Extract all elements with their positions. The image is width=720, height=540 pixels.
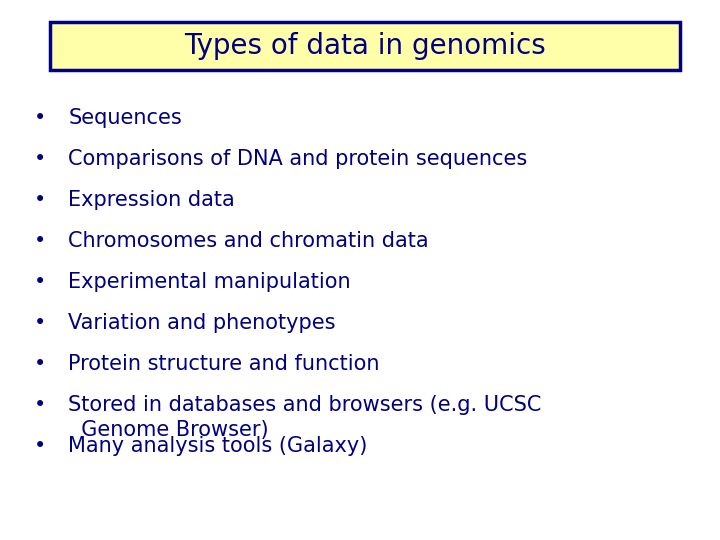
Text: •: • [33, 108, 46, 128]
Text: Variation and phenotypes: Variation and phenotypes [68, 313, 336, 333]
Text: •: • [33, 395, 46, 415]
Text: •: • [33, 272, 46, 292]
Text: Stored in databases and browsers (e.g. UCSC
  Genome Browser): Stored in databases and browsers (e.g. U… [68, 395, 541, 440]
Text: •: • [33, 231, 46, 251]
Text: Experimental manipulation: Experimental manipulation [68, 272, 351, 292]
Text: Comparisons of DNA and protein sequences: Comparisons of DNA and protein sequences [68, 149, 528, 169]
Text: •: • [33, 354, 46, 374]
Text: Many analysis tools (Galaxy): Many analysis tools (Galaxy) [68, 436, 368, 456]
Text: Chromosomes and chromatin data: Chromosomes and chromatin data [68, 231, 429, 251]
Text: •: • [33, 313, 46, 333]
Text: •: • [33, 436, 46, 456]
Text: Expression data: Expression data [68, 190, 235, 210]
Text: Sequences: Sequences [68, 108, 182, 128]
Text: Protein structure and function: Protein structure and function [68, 354, 380, 374]
Text: Types of data in genomics: Types of data in genomics [184, 32, 546, 60]
Text: •: • [33, 149, 46, 169]
Text: •: • [33, 190, 46, 210]
FancyBboxPatch shape [50, 22, 680, 70]
